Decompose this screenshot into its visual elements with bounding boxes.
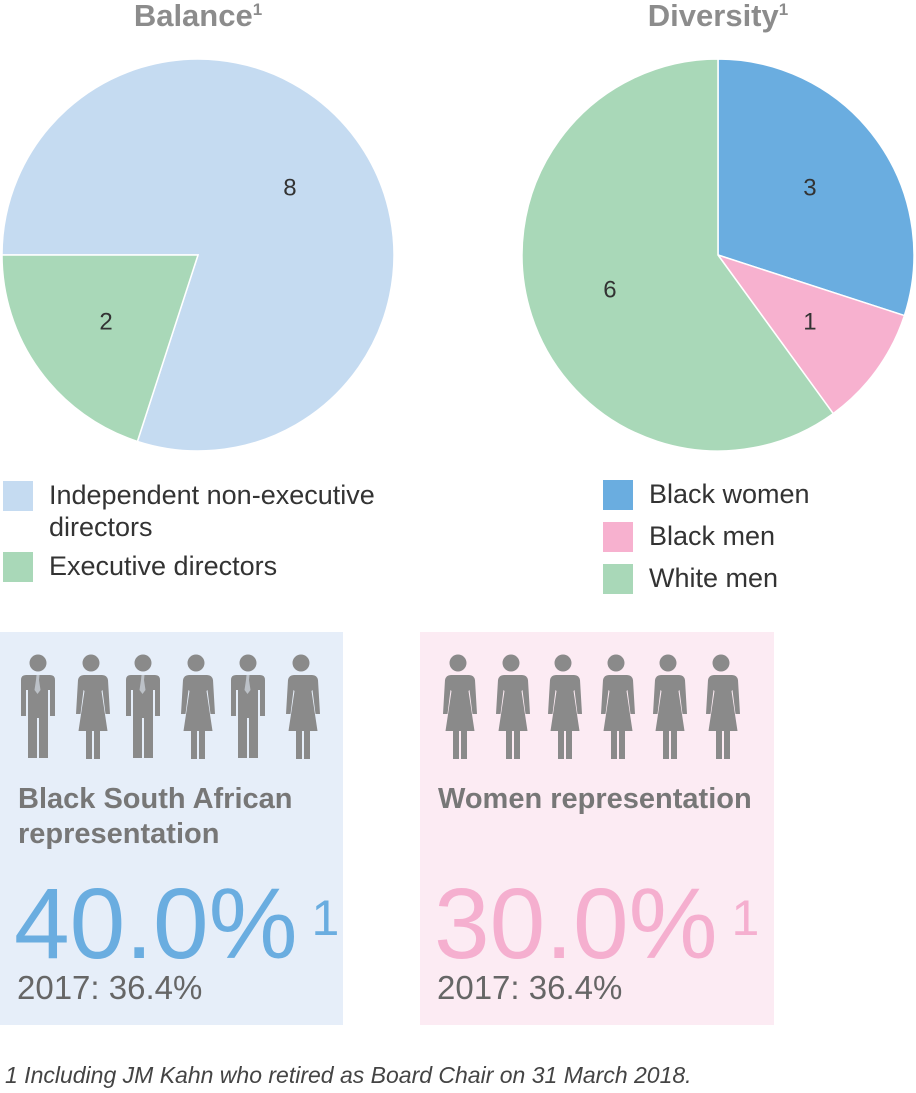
woman-icon xyxy=(543,654,583,765)
balance-pie-chart: 82 xyxy=(1,58,395,452)
legend-swatch xyxy=(3,552,33,582)
pie-slice xyxy=(716,253,906,415)
legend-item-independent: Independent non-executive directors xyxy=(3,479,423,543)
woman-icon xyxy=(281,654,321,765)
pie-slice xyxy=(1,254,200,443)
balance-chart-title: Balance1 xyxy=(133,0,263,33)
pie-slice xyxy=(717,58,915,317)
representation-percentage: 40.0% 1 xyxy=(14,868,340,980)
woman-icon xyxy=(438,654,478,765)
slice-value-label: 6 xyxy=(603,277,616,304)
prior-year-value: 2017: 36.4% xyxy=(17,969,203,1006)
legend-item-black-women: Black women xyxy=(603,478,903,510)
woman-icon xyxy=(596,654,636,765)
legend-item-black-men: Black men xyxy=(603,520,903,552)
black-representation-panel: Black South African representation 40.0%… xyxy=(0,632,343,1025)
slice-value-label: 1 xyxy=(803,308,816,335)
legend-item-white-men: White men xyxy=(603,562,903,594)
legend-swatch xyxy=(603,522,633,552)
prior-year-value: 2017: 36.4% xyxy=(437,969,623,1006)
woman-icon xyxy=(176,654,216,765)
women-representation-panel: Women representation 30.0% 1 2017: 36.4% xyxy=(420,632,774,1025)
woman-icon xyxy=(491,654,531,765)
legend-swatch xyxy=(603,480,633,510)
legend-label: Black men xyxy=(649,521,776,551)
balance-legend: Independent non-executive directors Exec… xyxy=(3,479,423,589)
woman-icon xyxy=(648,654,688,765)
diversity-legend: Black women Black men White men xyxy=(603,478,903,604)
legend-label: Executive directors xyxy=(49,551,278,581)
legend-label: White men xyxy=(649,563,779,593)
man-icon xyxy=(228,654,268,765)
slice-value-label: 3 xyxy=(803,175,816,202)
legend-label: Independent non-executive directors xyxy=(49,480,375,542)
panel-heading: Women representation xyxy=(438,783,752,815)
footnote: 1 Including JM Kahn who retired as Board… xyxy=(5,1062,692,1088)
slice-value-label: 8 xyxy=(283,175,296,202)
woman-icon xyxy=(701,654,741,765)
diversity-chart-title: Diversity1 xyxy=(647,0,789,33)
panel-heading: Black South African representation xyxy=(18,783,293,850)
pie-slice xyxy=(521,58,835,452)
representation-percentage: 30.0% 1 xyxy=(434,868,760,980)
legend-item-executive: Executive directors xyxy=(3,550,423,582)
woman-icon xyxy=(71,654,111,765)
legend-swatch xyxy=(3,481,33,511)
slice-value-label: 2 xyxy=(99,308,112,335)
legend-label: Black women xyxy=(649,479,810,509)
man-icon xyxy=(123,654,163,765)
man-icon xyxy=(18,654,58,765)
diversity-pie-chart: 3 1 6 xyxy=(521,58,915,452)
legend-swatch xyxy=(603,564,633,594)
